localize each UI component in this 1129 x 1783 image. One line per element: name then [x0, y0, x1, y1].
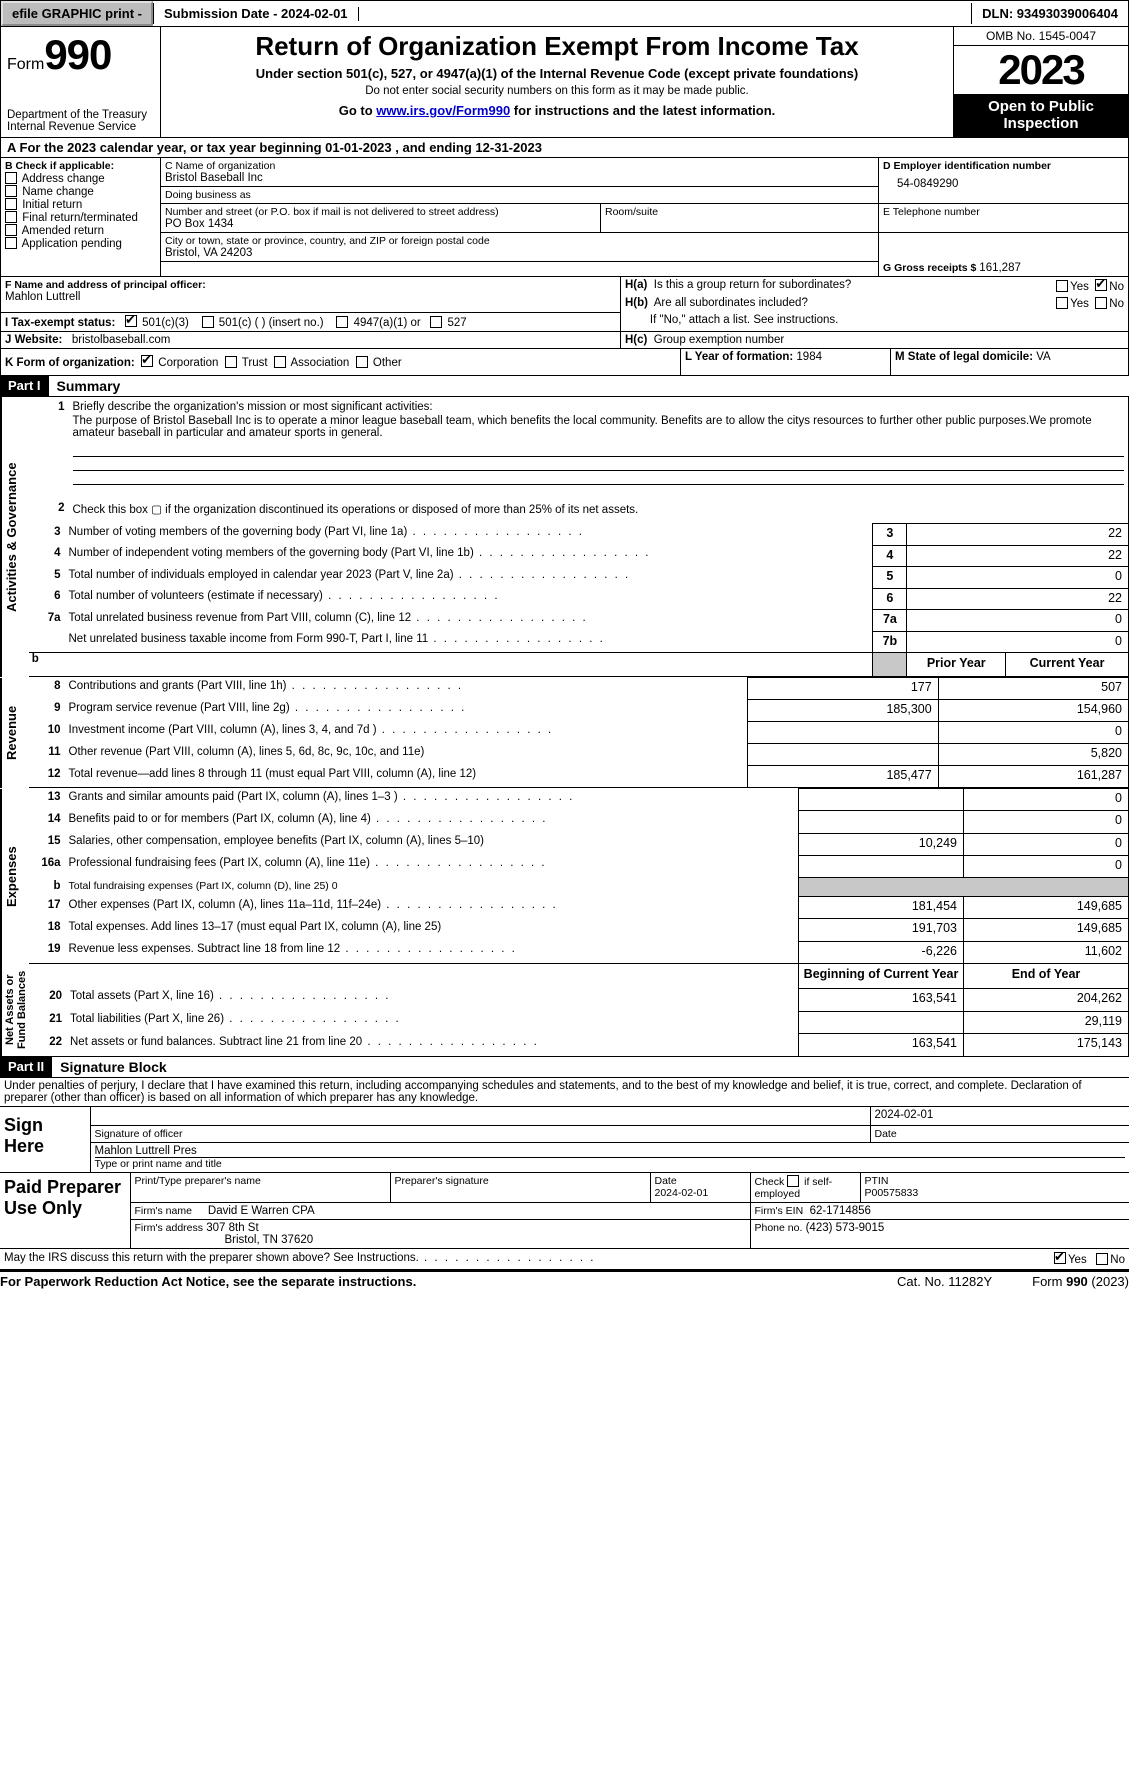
- goto-line: Go to www.irs.gov/Form990 for instructio…: [167, 103, 947, 118]
- omb-number: OMB No. 1545-0047: [954, 27, 1128, 46]
- mission-text: The purpose of Bristol Baseball Inc is t…: [33, 415, 1125, 439]
- box-g-label: G Gross receipts $: [883, 262, 979, 274]
- box-c-name-label: C Name of organization: [165, 160, 874, 172]
- firm-addr2: Bristol, TN 37620: [135, 1234, 314, 1246]
- room-label: Room/suite: [601, 204, 879, 233]
- org-form-row: K Form of organization: Corporation Trus…: [0, 349, 1129, 376]
- summary-row: 7aTotal unrelated business revenue from …: [1, 610, 1129, 631]
- summary-table: Activities & Governance 1Briefly describ…: [0, 396, 1129, 678]
- discuss-row: May the IRS discuss this return with the…: [0, 1249, 1129, 1270]
- box-f-label: F Name and address of principal officer:: [5, 279, 616, 291]
- telephone: [883, 218, 1124, 230]
- part2-bar: Part II: [0, 1057, 52, 1077]
- form-subtitle: Under section 501(c), 527, or 4947(a)(1)…: [167, 66, 947, 81]
- summary-row: 5Total number of individuals employed in…: [1, 567, 1129, 588]
- paid-preparer-block: Paid Preparer Use Only Print/Type prepar…: [0, 1173, 1129, 1249]
- state-domicile: VA: [1036, 351, 1051, 363]
- vlabel-revenue: Revenue: [1, 678, 21, 788]
- summary-row: 6Total number of volunteers (estimate if…: [1, 588, 1129, 609]
- firm-ein: 62-1714856: [810, 1205, 871, 1217]
- paid-preparer-label: Paid Preparer Use Only: [0, 1173, 130, 1249]
- dln: DLN: 93493039006404: [971, 3, 1128, 24]
- tax-year: 2023: [954, 46, 1128, 94]
- prep-date: 2024-02-01: [655, 1187, 709, 1199]
- box-b: B Check if applicable: Address change Na…: [1, 158, 161, 277]
- vlabel-netassets: Net Assets or Fund Balances: [1, 964, 30, 1056]
- dba-label: Doing business as: [165, 189, 874, 201]
- city-label: City or town, state or province, country…: [165, 235, 874, 247]
- part2-title: Signature Block: [52, 1057, 175, 1077]
- firm-phone: (423) 573-9015: [806, 1222, 885, 1234]
- box-d-label: D Employer identification number: [883, 160, 1124, 172]
- entity-block: B Check if applicable: Address change Na…: [0, 158, 1129, 277]
- dept-irs: Internal Revenue Service: [7, 121, 154, 133]
- org-name: Bristol Baseball Inc: [165, 172, 874, 184]
- summary-row: 4Number of independent voting members of…: [1, 545, 1129, 566]
- box-e-label: E Telephone number: [883, 206, 1124, 218]
- city: Bristol, VA 24203: [165, 247, 874, 259]
- efile-print-button[interactable]: efile GRAPHIC print -: [1, 1, 153, 26]
- sign-date: 2024-02-01: [870, 1107, 1129, 1126]
- ptin: P00575833: [865, 1187, 919, 1199]
- part1-title: Summary: [49, 376, 129, 396]
- officer-name-title: Mahlon Luttrell Pres: [95, 1145, 1126, 1157]
- irs-link[interactable]: www.irs.gov/Form990: [376, 103, 510, 118]
- ein: 54-0849290: [883, 172, 1124, 190]
- year-formation: 1984: [796, 351, 822, 363]
- expenses-section: Expenses 13Grants and similar amounts pa…: [0, 788, 1129, 964]
- ssn-warning: Do not enter social security numbers on …: [167, 85, 947, 97]
- netassets-section: Net Assets or Fund Balances Beginning of…: [0, 964, 1129, 1057]
- sign-block: Sign Here 2024-02-01 Signature of office…: [0, 1107, 1129, 1173]
- tax-period-row: A For the 2023 calendar year, or tax yea…: [0, 138, 1129, 158]
- form-word: Form: [7, 56, 44, 73]
- footer-row: For Paperwork Reduction Act Notice, see …: [0, 1270, 1129, 1289]
- form-header: Form990 Department of the Treasury Inter…: [0, 27, 1129, 138]
- summary-row: Net unrelated business taxable income fr…: [1, 631, 1129, 652]
- part1-bar: Part I: [0, 376, 49, 396]
- principal-officer: Mahlon Luttrell: [5, 291, 616, 303]
- gross-receipts: 161,287: [979, 262, 1021, 274]
- top-bar: efile GRAPHIC print - Submission Date - …: [0, 0, 1129, 27]
- firm-name: David E Warren CPA: [208, 1205, 315, 1217]
- website: bristolbaseball.com: [72, 334, 170, 346]
- submission-date: Submission Date - 2024-02-01: [153, 3, 358, 24]
- street-label: Number and street (or P.O. box if mail i…: [165, 206, 596, 218]
- form-number: 990: [44, 31, 111, 78]
- dept-treasury: Department of the Treasury: [7, 109, 154, 121]
- form-title: Return of Organization Exempt From Incom…: [167, 31, 947, 62]
- open-inspection: Open to Public Inspection: [954, 94, 1128, 137]
- officer-status-block: F Name and address of principal officer:…: [0, 277, 1129, 349]
- street: PO Box 1434: [165, 218, 596, 230]
- summary-row: 3Number of voting members of the governi…: [1, 524, 1129, 545]
- perjury-statement: Under penalties of perjury, I declare th…: [0, 1077, 1129, 1107]
- sign-here-label: Sign Here: [0, 1107, 90, 1173]
- firm-addr1: 307 8th St: [206, 1222, 258, 1234]
- revenue-section: Revenue 8Contributions and grants (Part …: [0, 677, 1129, 788]
- vlabel-activities: Activities & Governance: [1, 397, 21, 677]
- vlabel-expenses: Expenses: [1, 789, 21, 964]
